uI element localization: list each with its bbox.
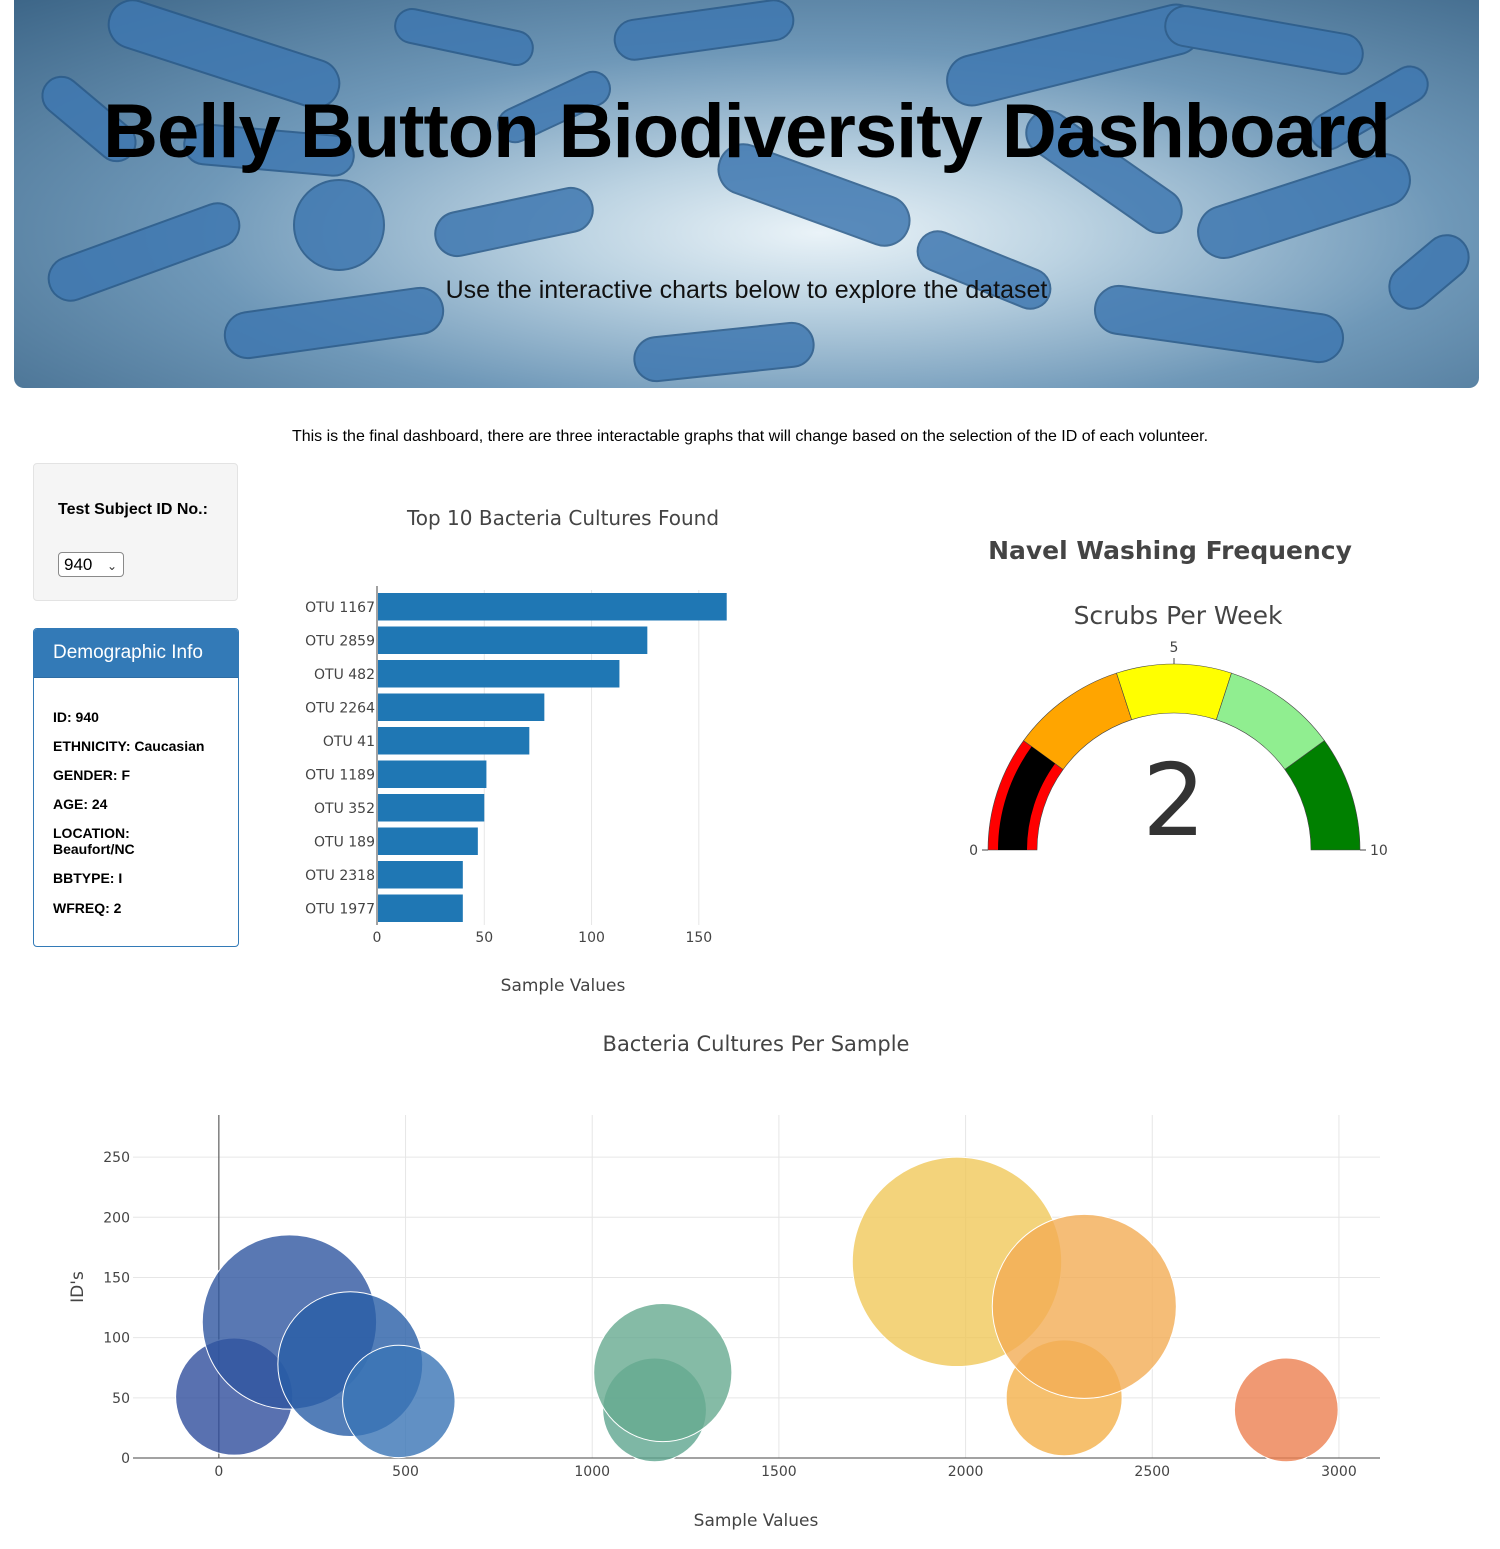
subject-selector-panel: Test Subject ID No.: 940 ⌄	[33, 463, 238, 601]
gauge-step	[1116, 663, 1232, 721]
gauge-tick-label: 5	[1170, 640, 1179, 656]
top10-bar-chart[interactable]: Top 10 Bacteria Cultures Found 0 50 100 150 O…	[260, 495, 780, 1005]
bar	[378, 894, 463, 922]
bubble	[593, 1302, 733, 1443]
bubble	[1233, 1357, 1339, 1463]
demographic-info-panel: Demographic Info ID: 940 ETHNICITY: Cauc…	[33, 628, 239, 947]
chevron-down-icon: ⌄	[106, 559, 117, 573]
header-banner: Belly Button Biodiversity Dashboard Use …	[14, 0, 1479, 388]
subject-selector-label: Test Subject ID No.:	[58, 501, 208, 518]
bar	[378, 861, 463, 889]
demographic-row: AGE: 24	[53, 796, 108, 812]
bacteria-bubble-chart[interactable]: Bacteria Cultures Per Sample 0 50 100 150 200…	[40, 1020, 1440, 1540]
bubble-y-axis-title: ID's	[68, 1271, 88, 1303]
bar	[378, 794, 485, 822]
bubble-x-tick-label: 2500	[1134, 1464, 1170, 1480]
bubble-y-tick-label: 150	[103, 1270, 130, 1286]
bar-category-label: OTU 2318	[305, 868, 375, 884]
bar-x-tick-label: 0	[373, 930, 382, 946]
bar-x-axis-title: Sample Values	[501, 976, 626, 996]
bar-chart-title: Top 10 Bacteria Cultures Found	[406, 506, 719, 530]
bubble-x-tick-label: 500	[392, 1464, 419, 1480]
bar-x-tick-label: 150	[685, 930, 712, 946]
demographic-row: ID: 940	[53, 709, 99, 725]
gauge-tick-label: 10	[1370, 843, 1388, 859]
demographic-row: WFREQ: 2	[53, 900, 122, 916]
bar	[378, 660, 620, 688]
bubble-y-tick-label: 0	[121, 1451, 130, 1467]
bar	[378, 693, 545, 721]
bubble-x-tick-label: 2000	[948, 1464, 984, 1480]
bar	[378, 626, 648, 654]
bar	[378, 727, 530, 755]
bar-category-label: OTU 1167	[305, 600, 375, 616]
gauge-subtitle: Scrubs Per Week	[1074, 601, 1283, 630]
intro-text: This is the final dashboard, there are t…	[291, 428, 1209, 445]
bubble-x-tick-label: 1000	[574, 1464, 610, 1480]
gauge-value-bar	[998, 746, 1056, 850]
bubble-chart-title: Bacteria Cultures Per Sample	[603, 1032, 910, 1056]
gauge-title: Navel Washing Frequency	[988, 536, 1352, 565]
demographic-info-title: Demographic Info	[34, 629, 238, 678]
bubble-x-axis-title: Sample Values	[694, 1511, 819, 1531]
bubble-y-tick-label: 50	[112, 1391, 130, 1407]
bar	[378, 760, 487, 788]
bubble-y-tick-label: 100	[103, 1331, 130, 1347]
bacteria-background-image	[41, 0, 1470, 383]
bubble	[991, 1213, 1177, 1399]
demographic-row: BBTYPE: I	[53, 870, 123, 886]
bubble-x-tick-label: 1500	[761, 1464, 797, 1480]
page-title: Belly Button Biodiversity Dashboard	[103, 89, 1391, 174]
bar	[378, 593, 727, 621]
bubble-x-tick-label: 0	[214, 1464, 223, 1480]
bar-category-label: OTU 2859	[305, 633, 375, 649]
demographic-row: LOCATION: Beaufort/NC	[53, 825, 135, 857]
subject-id-selected-value: 940	[64, 555, 93, 574]
gauge-value-number: 2	[1142, 742, 1206, 859]
bar-category-label: OTU 1977	[305, 901, 375, 917]
bar-category-label: OTU 352	[314, 801, 375, 817]
bar-category-label: OTU 1189	[305, 767, 375, 783]
bar	[378, 827, 478, 855]
gauge-tick-label: 0	[969, 843, 978, 859]
bubble	[342, 1344, 456, 1459]
bar-x-tick-label: 100	[578, 930, 605, 946]
subject-id-dropdown[interactable]: 940 ⌄	[58, 552, 124, 577]
bar-category-label: OTU 189	[314, 834, 375, 850]
bar-x-tick-label: 50	[475, 930, 493, 946]
bar-category-label: OTU 41	[323, 734, 375, 750]
bar-category-label: OTU 482	[314, 667, 375, 683]
page-subtitle: Use the interactive charts below to expl…	[445, 276, 1048, 304]
bar-category-label: OTU 2264	[305, 700, 375, 716]
demographic-row: ETHNICITY: Caucasian	[53, 738, 205, 754]
bubble-y-tick-label: 250	[103, 1150, 130, 1166]
bubble-y-tick-label: 200	[103, 1210, 130, 1226]
demographic-row: GENDER: F	[53, 767, 130, 783]
washing-frequency-gauge[interactable]: Navel Washing Frequency Scrubs Per Week 0 5…	[940, 525, 1420, 875]
bubble-x-tick-label: 3000	[1321, 1464, 1357, 1480]
